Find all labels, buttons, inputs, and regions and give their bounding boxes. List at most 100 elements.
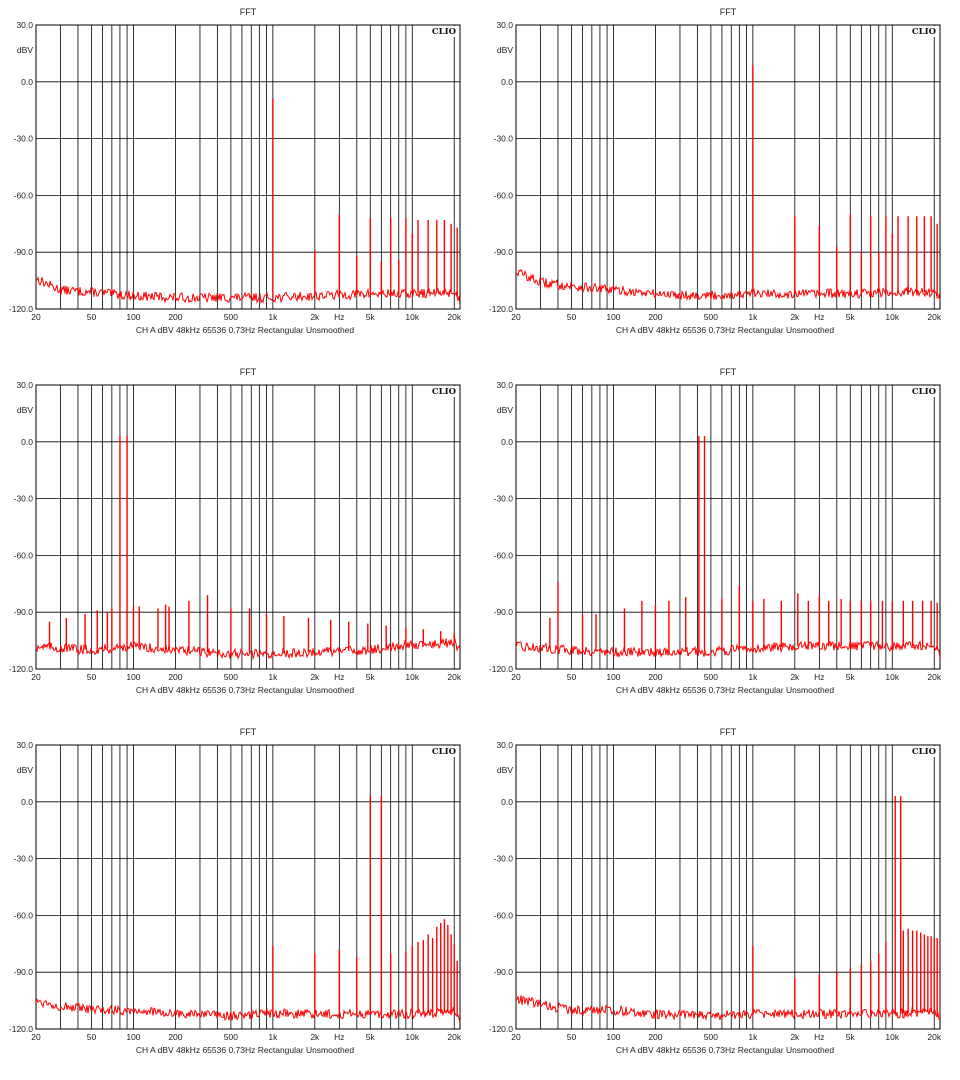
y-tick-label: -30.0 xyxy=(494,494,514,504)
chart-title: FFT xyxy=(240,727,257,737)
fft-chart-panel: FFT 30.0 0.0 -30.0 -60.0 -90.0 -120.0 dBV 20 50 10… xyxy=(0,720,480,1080)
x-tick-label: 5k xyxy=(846,312,856,322)
y-tick-label: -120.0 xyxy=(9,1024,33,1034)
y-tick-label: -90.0 xyxy=(14,967,34,977)
fft-chart: FFT 30.0 0.0 -30.0 -60.0 -90.0 -120.0 dBV 20 50 10… xyxy=(489,727,942,1055)
x-tick-label: 50 xyxy=(87,672,97,682)
x-tick-label: 20k xyxy=(447,672,461,682)
fft-chart: FFT 30.0 0.0 -30.0 -60.0 -90.0 -120.0 dBV 20 50 10… xyxy=(9,727,462,1055)
y-tick-label: -30.0 xyxy=(14,854,34,864)
chart-footer: CH A dBV 48kHz 65536 0.73Hz Rectangular … xyxy=(616,1045,835,1055)
x-tick-label: 10k xyxy=(885,1032,899,1042)
y-tick-label: 30.0 xyxy=(16,380,33,390)
x-tick-label: 2k xyxy=(790,1032,800,1042)
x-tick-label: 10k xyxy=(405,1032,419,1042)
y-tick-label: -60.0 xyxy=(494,550,514,560)
fft-chart-panel: FFT 30.0 0.0 -30.0 -60.0 -90.0 -120.0 dBV 20 50 10… xyxy=(480,0,960,360)
brand-label: CLIO xyxy=(432,27,457,37)
noise-floor-trace xyxy=(36,637,460,661)
x-tick-label: Hz xyxy=(334,1032,344,1042)
x-tick-label: 1k xyxy=(748,312,758,322)
x-tick-label: 100 xyxy=(126,312,140,322)
y-axis-label: dBV xyxy=(17,405,33,415)
x-tick-label: 2k xyxy=(310,312,320,322)
brand-label: CLIO xyxy=(912,27,937,37)
y-tick-label: -120.0 xyxy=(489,304,513,314)
y-tick-label: -90.0 xyxy=(14,247,34,257)
y-tick-label: -90.0 xyxy=(494,967,514,977)
x-tick-label: 20 xyxy=(31,672,41,682)
noise-floor-trace xyxy=(36,275,460,306)
x-tick-label: 5k xyxy=(366,672,376,682)
x-tick-label: 20k xyxy=(927,312,941,322)
brand-backdrop xyxy=(426,26,459,37)
y-axis-label: dBV xyxy=(497,405,513,415)
y-tick-label: 30.0 xyxy=(16,20,33,30)
x-tick-label: 5k xyxy=(366,312,376,322)
y-tick-label: -90.0 xyxy=(14,607,34,617)
y-tick-label: 0.0 xyxy=(21,797,33,807)
x-tick-label: 100 xyxy=(606,1032,620,1042)
y-axis-label: dBV xyxy=(17,45,33,55)
x-tick-label: 50 xyxy=(87,1032,97,1042)
noise-floor-trace xyxy=(516,640,940,659)
noise-floor-trace xyxy=(516,995,940,1021)
x-tick-label: 20 xyxy=(511,312,521,322)
chart-footer: CH A dBV 48kHz 65536 0.73Hz Rectangular … xyxy=(136,325,355,335)
x-tick-label: 500 xyxy=(704,312,718,322)
x-tick-label: 20 xyxy=(511,1032,521,1042)
plot-frame xyxy=(515,744,941,1030)
noise-floor-trace xyxy=(516,269,940,302)
x-tick-label: 100 xyxy=(606,672,620,682)
x-tick-label: 10k xyxy=(885,312,899,322)
x-tick-label: 500 xyxy=(224,312,238,322)
x-tick-label: 2k xyxy=(790,672,800,682)
y-tick-label: 30.0 xyxy=(16,740,33,750)
x-tick-label: 5k xyxy=(846,1032,856,1042)
fft-chart-panel: FFT 30.0 0.0 -30.0 -60.0 -90.0 -120.0 dBV 20 50 10… xyxy=(480,720,960,1080)
x-tick-label: 50 xyxy=(567,672,577,682)
x-tick-label: 20k xyxy=(447,312,461,322)
fft-chart-panel: FFT 30.0 0.0 -30.0 -60.0 -90.0 -120.0 dBV 20 50 10… xyxy=(480,360,960,720)
x-tick-label: 50 xyxy=(567,1032,577,1042)
brand-label: CLIO xyxy=(912,747,937,757)
y-tick-label: -30.0 xyxy=(14,494,34,504)
y-tick-label: -30.0 xyxy=(14,134,34,144)
brand-backdrop xyxy=(906,746,939,757)
x-tick-label: 200 xyxy=(168,1032,182,1042)
brand-label: CLIO xyxy=(912,387,937,397)
y-tick-label: -60.0 xyxy=(14,550,34,560)
x-tick-label: 500 xyxy=(224,1032,238,1042)
chart-title: FFT xyxy=(240,367,257,377)
x-tick-label: 1k xyxy=(268,672,278,682)
chart-footer: CH A dBV 48kHz 65536 0.73Hz Rectangular … xyxy=(136,1045,355,1055)
brand-label: CLIO xyxy=(432,747,457,757)
y-tick-label: -120.0 xyxy=(9,664,33,674)
x-tick-label: 100 xyxy=(126,672,140,682)
x-tick-label: 10k xyxy=(885,672,899,682)
y-tick-label: -60.0 xyxy=(14,190,34,200)
y-tick-label: 0.0 xyxy=(501,797,513,807)
plot-frame xyxy=(515,384,941,670)
chart-footer: CH A dBV 48kHz 65536 0.73Hz Rectangular … xyxy=(616,325,835,335)
fft-chart: FFT 30.0 0.0 -30.0 -60.0 -90.0 -120.0 dBV 20 50 10… xyxy=(489,367,942,695)
y-tick-label: -90.0 xyxy=(494,247,514,257)
x-tick-label: 200 xyxy=(168,312,182,322)
y-tick-label: -30.0 xyxy=(494,854,514,864)
y-tick-label: 30.0 xyxy=(496,20,513,30)
x-tick-label: 20k xyxy=(927,1032,941,1042)
chart-footer: CH A dBV 48kHz 65536 0.73Hz Rectangular … xyxy=(136,685,355,695)
x-tick-label: 2k xyxy=(310,672,320,682)
x-tick-label: 200 xyxy=(648,1032,662,1042)
x-tick-label: 1k xyxy=(748,672,758,682)
plot-frame xyxy=(35,24,461,310)
x-tick-label: 1k xyxy=(268,312,278,322)
plot-frame xyxy=(515,24,941,310)
fft-chart-panel: FFT 30.0 0.0 -30.0 -60.0 -90.0 -120.0 dBV 20 50 10… xyxy=(0,0,480,360)
x-tick-label: Hz xyxy=(334,312,344,322)
x-tick-label: 20k xyxy=(447,1032,461,1042)
brand-label: CLIO xyxy=(432,387,457,397)
x-tick-label: 200 xyxy=(648,672,662,682)
y-tick-label: -60.0 xyxy=(494,910,514,920)
